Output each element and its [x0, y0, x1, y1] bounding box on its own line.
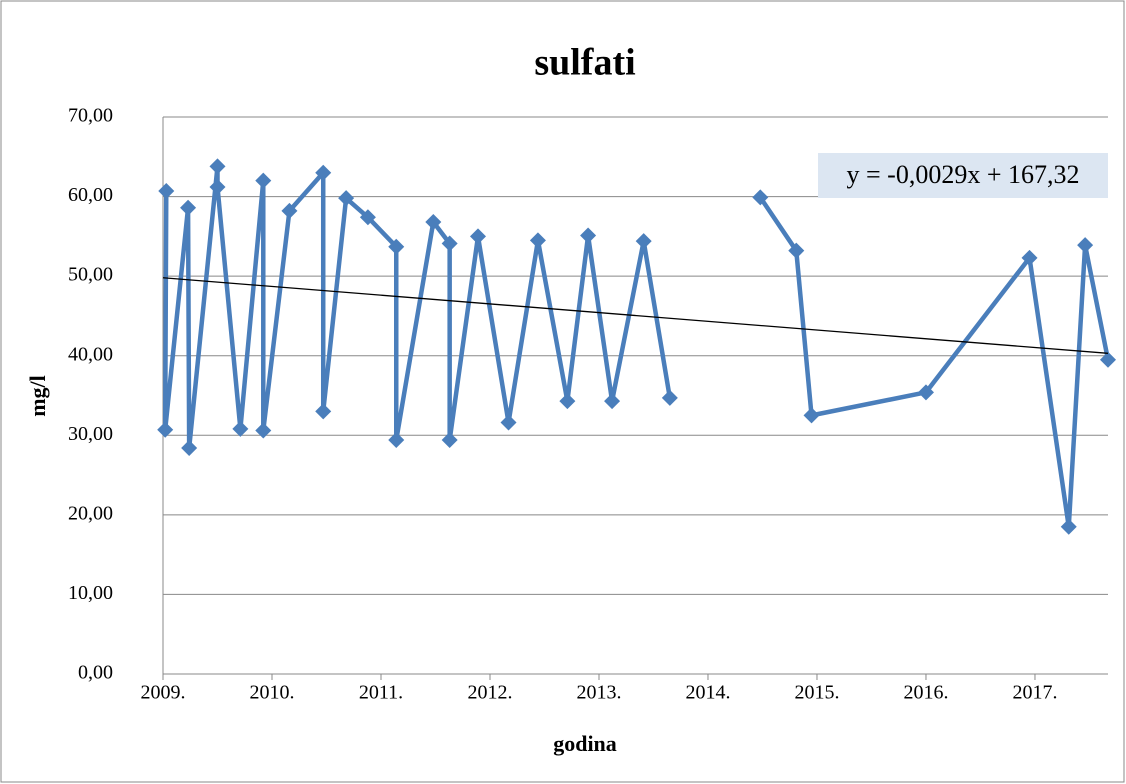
marker: [338, 190, 355, 207]
marker: [181, 440, 198, 457]
marker: [441, 235, 458, 252]
trendline: [162, 277, 1109, 354]
marker: [441, 432, 458, 449]
marker: [1021, 249, 1038, 266]
marker: [661, 389, 678, 406]
y-tick-label: 0,00: [78, 662, 113, 684]
chart-title: sulfati: [534, 42, 635, 84]
x-tick-label: 2016.: [903, 682, 948, 704]
marker: [425, 214, 442, 231]
marker: [359, 209, 376, 226]
marker: [388, 238, 405, 255]
marker: [157, 421, 174, 438]
marker: [1100, 351, 1116, 368]
marker: [315, 403, 332, 420]
marker: [529, 232, 546, 249]
marker: [635, 233, 652, 250]
x-axis-label: godina: [553, 731, 617, 756]
marker: [388, 432, 405, 449]
marker: [559, 393, 576, 410]
marker: [209, 158, 226, 175]
x-tick-label: 2014.: [685, 682, 730, 704]
y-tick-label: 50,00: [68, 264, 113, 286]
marker: [158, 183, 175, 200]
marker: [1060, 518, 1077, 535]
marker: [232, 420, 249, 437]
marker: [315, 164, 332, 181]
trendline-label-box: [818, 153, 1108, 198]
marker: [1077, 237, 1094, 254]
marker: [752, 189, 769, 206]
y-tick-label: 60,00: [68, 184, 113, 206]
y-tick-label: 10,00: [68, 582, 113, 604]
y-tick-label: 70,00: [68, 105, 113, 127]
marker: [917, 384, 934, 401]
marker: [788, 242, 805, 259]
x-tick-label: 2015.: [794, 682, 839, 704]
x-tick-label: 2017.: [1012, 682, 1057, 704]
y-tick-label: 30,00: [68, 423, 113, 445]
marker: [255, 172, 272, 189]
marker: [180, 199, 197, 216]
x-tick-label: 2011.: [359, 682, 403, 704]
marker: [500, 414, 517, 431]
marker: [281, 202, 298, 219]
y-tick-label: 40,00: [68, 343, 113, 365]
y-axis-label: mg/l: [25, 375, 50, 417]
marker: [470, 228, 486, 245]
marker: [604, 393, 621, 410]
marker: [255, 422, 272, 439]
y-tick-label: 20,00: [68, 502, 113, 524]
x-tick-label: 2010.: [249, 682, 294, 704]
marker: [580, 227, 597, 244]
x-tick-label: 2013.: [576, 682, 621, 704]
x-tick-label: 2012.: [467, 682, 512, 704]
marker: [803, 407, 820, 424]
trendline-label: y = -0,0029x + 167,32: [847, 160, 1080, 189]
marker: [209, 179, 226, 196]
x-tick-label: 2009.: [141, 682, 186, 704]
